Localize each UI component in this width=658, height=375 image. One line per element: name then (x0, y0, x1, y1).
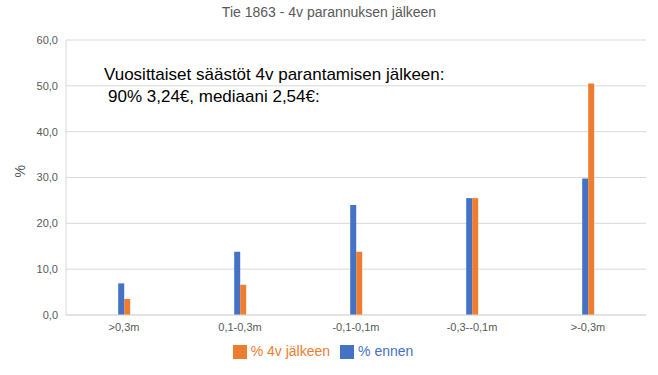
svg-text:50,0: 50,0 (37, 80, 58, 92)
svg-text:-0,1-0,1m: -0,1-0,1m (332, 321, 379, 333)
svg-text:>0,3m: >0,3m (109, 321, 140, 333)
svg-text:60,0: 60,0 (37, 34, 58, 46)
html-text:90% 3,24€, mediaani 2,54€:: 90% 3,24€, mediaani 2,54€: (108, 87, 320, 106)
svg-text:20,0: 20,0 (37, 217, 58, 229)
html-text:% 4v jälkeen: % 4v jälkeen (250, 343, 330, 359)
svg-text:10,0: 10,0 (37, 263, 58, 275)
svg-text:0,0: 0,0 (43, 309, 58, 321)
svg-text:40,0: 40,0 (37, 126, 58, 138)
svg-text:0,1-0,3m: 0,1-0,3m (218, 321, 261, 333)
svg-text:30,0: 30,0 (37, 171, 58, 183)
svg-text:-0,3--0,1m: -0,3--0,1m (447, 321, 498, 333)
html-text:% ennen: % ennen (358, 343, 414, 359)
svg-text:>-0,3m: >-0,3m (571, 321, 606, 333)
svg-text:%: % (12, 165, 28, 177)
html-text:Tie 1863 - 4v parannuksen jälk: Tie 1863 - 4v parannuksen jälkeen (221, 4, 437, 20)
html-text:Vuosittaiset säästöt 4v parant: Vuosittaiset säästöt 4v parantamisen jäl… (104, 65, 445, 84)
